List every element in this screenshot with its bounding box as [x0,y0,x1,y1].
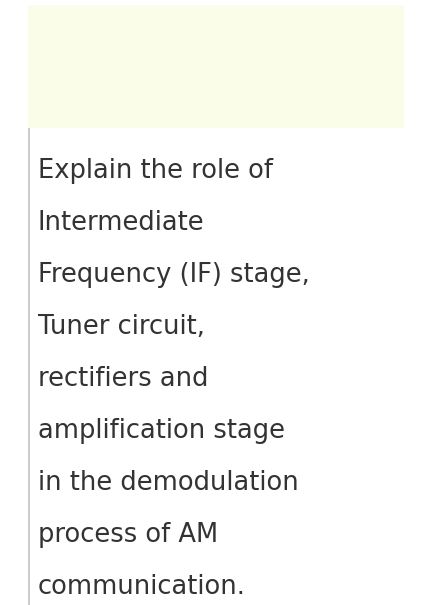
Text: process of AM: process of AM [38,522,218,548]
Text: Frequency (IF) stage,: Frequency (IF) stage, [38,262,310,288]
Text: amplification stage: amplification stage [38,418,285,444]
Text: Explain the role of: Explain the role of [38,158,273,184]
Text: communication.: communication. [38,574,246,600]
Text: Intermediate: Intermediate [38,210,205,236]
Text: rectifiers and: rectifiers and [38,366,208,392]
Text: in the demodulation: in the demodulation [38,470,299,496]
Text: Tuner circuit,: Tuner circuit, [38,314,205,340]
FancyBboxPatch shape [28,128,30,605]
FancyBboxPatch shape [28,5,404,128]
